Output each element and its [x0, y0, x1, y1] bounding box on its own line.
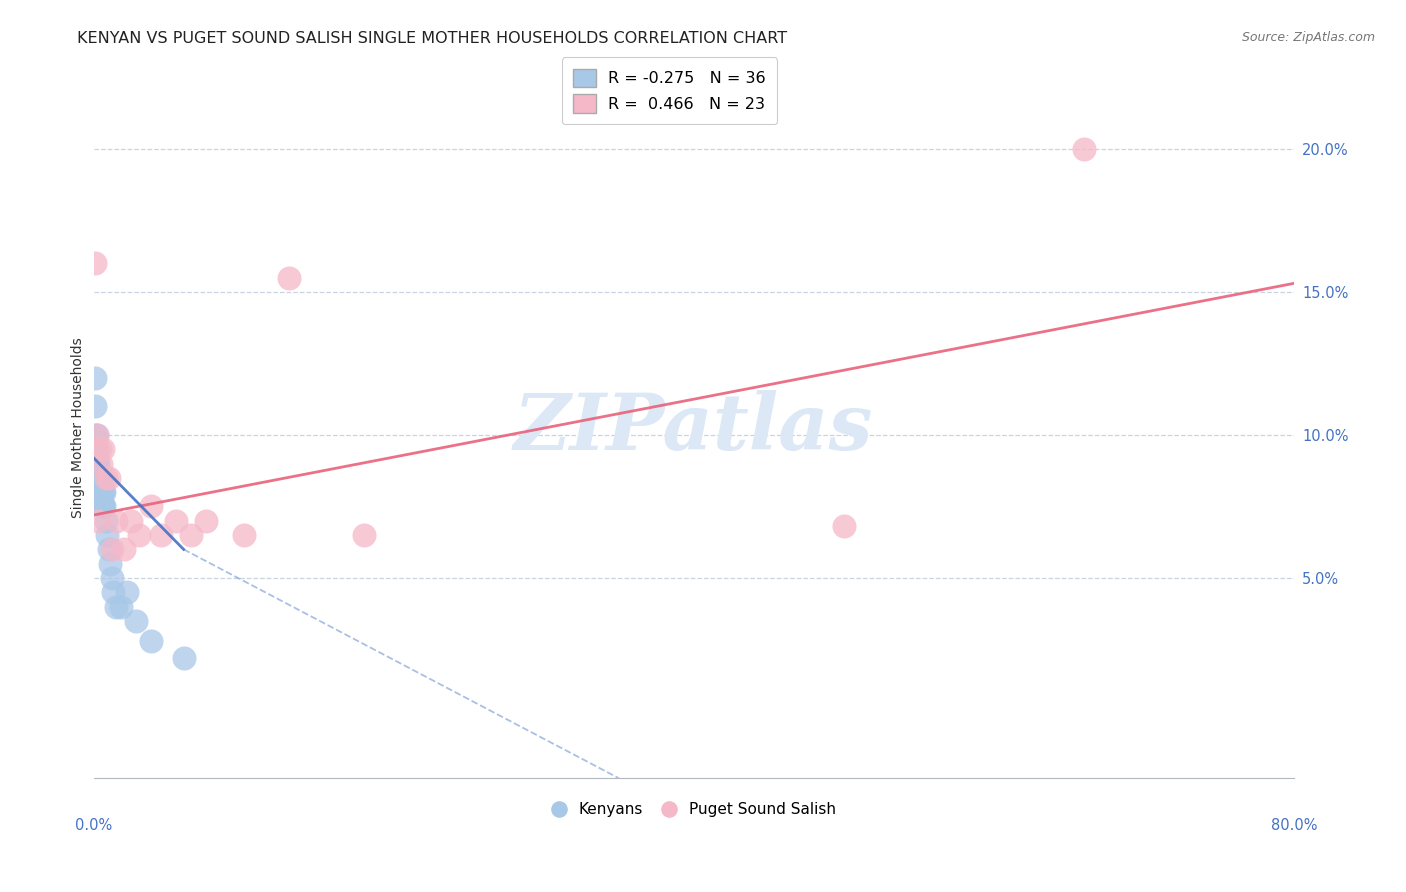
- Point: [110, 599, 132, 614]
- Point: [165, 514, 187, 528]
- Point: [150, 528, 173, 542]
- Point: [120, 514, 142, 528]
- Point: [86, 457, 108, 471]
- Point: [86, 457, 108, 471]
- Point: [97, 471, 120, 485]
- Point: [87, 471, 110, 485]
- Point: [93, 485, 115, 500]
- Point: [84, 400, 107, 414]
- Text: 0.0%: 0.0%: [75, 818, 112, 833]
- Text: ZIPatlas: ZIPatlas: [515, 390, 873, 466]
- Point: [91, 442, 114, 457]
- Point: [832, 519, 855, 533]
- Point: [139, 500, 162, 514]
- Point: [91, 485, 114, 500]
- Point: [93, 500, 115, 514]
- Point: [84, 428, 107, 442]
- Point: [89, 485, 111, 500]
- Text: KENYAN VS PUGET SOUND SALISH SINGLE MOTHER HOUSEHOLDS CORRELATION CHART: KENYAN VS PUGET SOUND SALISH SINGLE MOTH…: [77, 31, 787, 46]
- Point: [87, 514, 110, 528]
- Point: [112, 542, 135, 557]
- Point: [105, 514, 128, 528]
- Point: [180, 528, 202, 542]
- Point: [89, 471, 111, 485]
- Point: [84, 370, 107, 384]
- Point: [128, 528, 150, 542]
- Point: [90, 471, 112, 485]
- Point: [105, 599, 128, 614]
- Text: 80.0%: 80.0%: [1271, 818, 1317, 833]
- Point: [87, 471, 110, 485]
- Point: [86, 442, 108, 457]
- Point: [89, 442, 111, 457]
- Point: [139, 633, 162, 648]
- Point: [173, 651, 195, 665]
- Point: [90, 485, 112, 500]
- Point: [87, 471, 110, 485]
- Point: [100, 542, 122, 557]
- Point: [232, 528, 254, 542]
- Point: [91, 500, 114, 514]
- Point: [84, 256, 107, 270]
- Point: [91, 500, 114, 514]
- Point: [86, 428, 108, 442]
- Point: [98, 557, 121, 571]
- Point: [277, 270, 299, 285]
- Text: Source: ZipAtlas.com: Source: ZipAtlas.com: [1241, 31, 1375, 45]
- Point: [87, 457, 110, 471]
- Point: [97, 542, 120, 557]
- Point: [89, 485, 111, 500]
- Point: [94, 471, 117, 485]
- Y-axis label: Single Mother Households: Single Mother Households: [72, 337, 86, 518]
- Legend: Kenyans, Puget Sound Salish: Kenyans, Puget Sound Salish: [546, 796, 842, 823]
- Point: [84, 442, 107, 457]
- Point: [100, 571, 122, 585]
- Point: [94, 514, 117, 528]
- Point: [86, 428, 108, 442]
- Point: [101, 585, 124, 599]
- Point: [1073, 142, 1095, 156]
- Point: [195, 514, 218, 528]
- Point: [90, 485, 112, 500]
- Point: [353, 528, 375, 542]
- Point: [115, 585, 138, 599]
- Point: [124, 614, 146, 628]
- Point: [96, 528, 118, 542]
- Point: [90, 457, 112, 471]
- Point: [89, 471, 111, 485]
